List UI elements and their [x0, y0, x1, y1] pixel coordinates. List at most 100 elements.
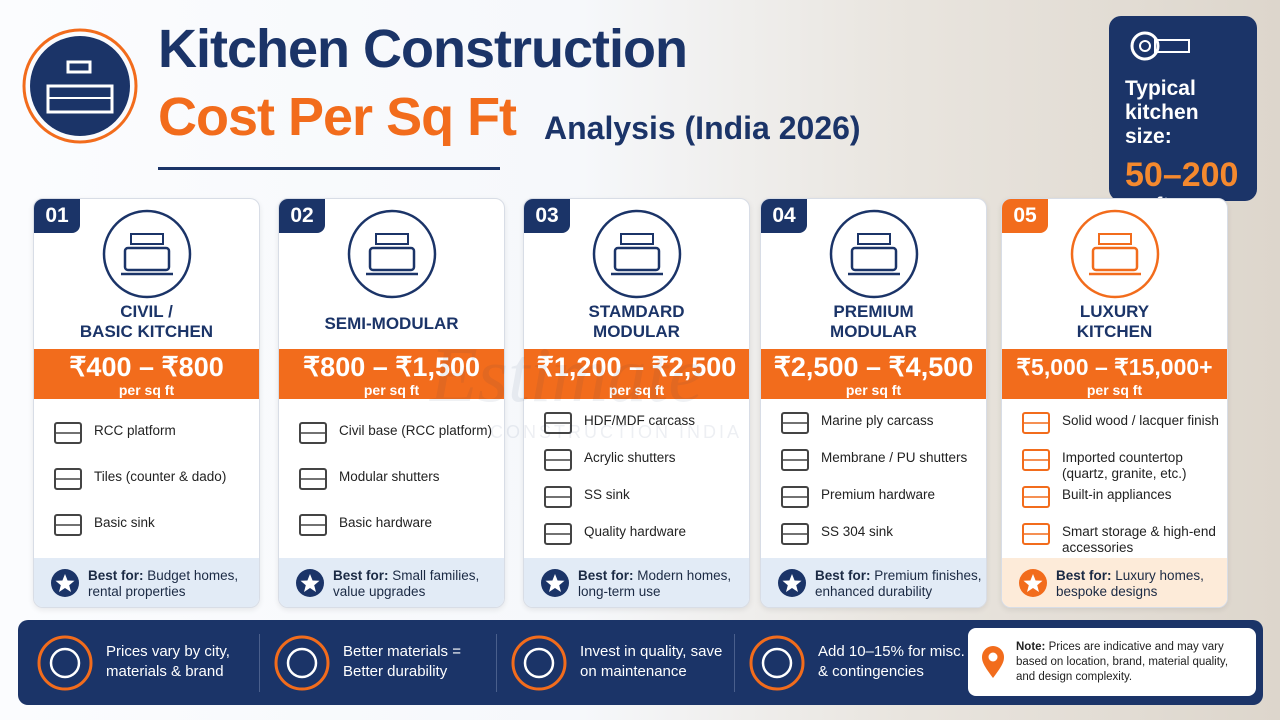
feature-icon-svg — [544, 449, 572, 471]
feature: HDF/MDF carcass — [584, 413, 695, 428]
pin-icon — [980, 644, 1006, 685]
price-band: ₹400 – ₹800 per sq ft — [34, 349, 259, 399]
price: ₹2,500 – ₹4,500 — [773, 352, 974, 382]
feature-icon-svg — [299, 514, 327, 536]
feature-icon-svg — [544, 523, 572, 545]
feature: Imported countertop (quartz, granite, et… — [1062, 450, 1187, 481]
size-box: Typical kitchen size: 50–200 sq ft — [1109, 16, 1257, 217]
tip-icon-svg — [511, 635, 567, 691]
feature-icon — [779, 409, 811, 442]
best-for-label: Best for: — [578, 568, 634, 583]
feature-icon-svg — [54, 468, 82, 490]
feature-icon-svg — [1022, 449, 1050, 471]
price: ₹400 – ₹800 — [69, 352, 224, 382]
tier-card: 02 SEMI-MODULAR ₹800 – ₹1,500 per sq ft Civi… — [278, 198, 505, 608]
tip: Add 10–15% for misc. & contingencies — [818, 643, 965, 680]
tier-icon-svg — [592, 209, 682, 299]
tier-name: CIVIL / — [120, 302, 173, 321]
tier-number: 02 — [279, 199, 325, 233]
star-icon — [1018, 568, 1048, 603]
feature-icon — [297, 419, 329, 452]
star-icon — [50, 568, 80, 603]
feature: Marine ply carcass — [821, 413, 934, 428]
star-icon-svg — [296, 569, 324, 597]
divider — [496, 634, 497, 692]
tier-icon — [346, 208, 438, 305]
best-for-value: Budget homes, rental properties — [88, 568, 239, 599]
size-value: 50–200 — [1125, 156, 1239, 194]
star-icon — [295, 568, 325, 603]
price: ₹5,000 – ₹15,000+ — [1016, 354, 1213, 380]
tier-name: PREMIUM — [833, 302, 914, 321]
feature: Civil base (RCC platform) — [339, 423, 493, 438]
feature-icon-svg — [54, 514, 82, 536]
feature-icon-svg — [54, 422, 82, 444]
note-label: Note: — [1016, 641, 1046, 653]
best-for: Best for: Premium finishes, enhanced dur… — [761, 558, 986, 607]
tier-name: MODULAR — [593, 322, 680, 341]
tier-card: 05 LUXURY KITCHEN ₹5,000 – ₹15,000+ per sq f… — [1001, 198, 1228, 608]
feature-icon — [1020, 446, 1052, 479]
price-band: ₹1,200 – ₹2,500 per sq ft — [524, 349, 749, 399]
best-for-label: Best for: — [333, 568, 389, 583]
feature-icon-svg — [781, 412, 809, 434]
star-icon-svg — [541, 569, 569, 597]
tier-card: 04 PREMIUM MODULAR ₹2,500 – ₹4,500 per sq ft… — [760, 198, 987, 608]
best-for-value: Modern homes, long-term use — [578, 568, 732, 599]
feature-icon-svg — [781, 486, 809, 508]
feature-icon — [1020, 409, 1052, 442]
price: ₹800 – ₹1,500 — [303, 352, 480, 382]
tip: Prices vary by city, materials & brand — [106, 643, 230, 680]
feature: Quality hardware — [584, 524, 687, 539]
feature-icon — [779, 483, 811, 516]
feature: Built-in appliances — [1062, 487, 1172, 502]
tier-icon — [101, 208, 193, 305]
best-for-label: Best for: — [1056, 568, 1112, 583]
tip-icon-svg — [274, 635, 330, 691]
feature-icon — [542, 520, 574, 553]
feature: Smart storage & high-end accessories — [1062, 524, 1216, 555]
tier-number: 03 — [524, 199, 570, 233]
watermark-sub: CONSTRUCTION INDIA — [490, 422, 742, 442]
feature-icon — [779, 446, 811, 479]
star-icon-svg — [51, 569, 79, 597]
star-icon — [540, 568, 570, 603]
title: Kitchen Construction — [158, 19, 688, 79]
feature-icon-svg — [1022, 486, 1050, 508]
feature: SS 304 sink — [821, 524, 894, 539]
best-for-label: Best for: — [815, 568, 871, 583]
best-for-label: Best for: — [88, 568, 144, 583]
best-for-value: Premium finishes, enhanced durability — [815, 568, 982, 599]
tip-icon — [510, 634, 568, 697]
feature: Basic sink — [94, 515, 155, 530]
footer: Prices vary by city, materials & brand Be… — [18, 620, 1263, 705]
feature-icon-svg — [1022, 523, 1050, 545]
tier-number: 05 — [1002, 199, 1048, 233]
feature-icon-svg — [544, 412, 572, 434]
feature-icon — [1020, 483, 1052, 516]
feature: Solid wood / lacquer finish — [1062, 413, 1219, 428]
feature-icon — [52, 511, 84, 544]
price-unit: per sq ft — [845, 382, 902, 398]
best-for: Best for: Small families, value upgrades — [279, 558, 504, 607]
best-for-text: Best for: Luxury homes, bespoke designs — [1056, 568, 1226, 600]
feature-icon-svg — [299, 468, 327, 490]
best-for-value: Small families, value upgrades — [333, 568, 480, 599]
feature: RCC platform — [94, 423, 176, 438]
price-unit: per sq ft — [118, 382, 175, 398]
tier-icon — [1069, 208, 1161, 305]
tier-card: 03 STAMDARD MODULAR ₹1,200 – ₹2,500 per sq f… — [523, 198, 750, 608]
feature: Basic hardware — [339, 515, 433, 530]
tip-icon-svg — [37, 635, 93, 691]
tier-name: LUXURY — [1079, 302, 1150, 321]
feature: SS sink — [584, 487, 630, 502]
price-unit: per sq ft — [608, 382, 665, 398]
tier-icon — [828, 208, 920, 305]
best-for-text: Best for: Small families, value upgrades — [333, 568, 503, 600]
feature: Acrylic shutters — [584, 450, 676, 465]
tier-name: BASIC KITCHEN — [79, 322, 214, 341]
title-rule — [158, 167, 500, 170]
best-for: Best for: Budget homes, rental propertie… — [34, 558, 259, 607]
feature-icon — [542, 446, 574, 479]
